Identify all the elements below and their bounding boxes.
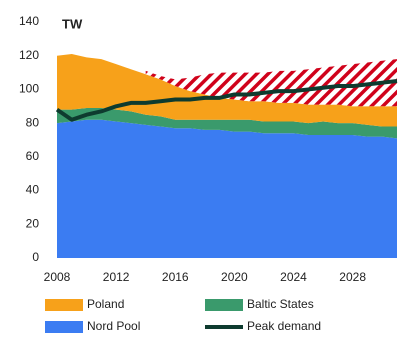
area: [57, 119, 397, 259]
legend-label: Nord Pool: [87, 319, 140, 333]
legend-swatch: [45, 321, 83, 333]
legend-swatch: [205, 299, 243, 311]
y-tick-label: 60: [26, 149, 40, 163]
y-tick-label: 140: [19, 14, 39, 28]
x-tick-label: 2024: [280, 270, 307, 284]
area: [57, 107, 397, 139]
legend-swatch: [45, 299, 83, 311]
legend-label: Peak demand: [247, 319, 321, 333]
x-tick-label: 2020: [221, 270, 248, 284]
legend-label: Baltic States: [247, 297, 314, 311]
legend-label: Poland: [87, 297, 124, 311]
hatched-area: [145, 59, 397, 107]
x-tick-label: 2012: [103, 270, 130, 284]
x-tick-label: 2008: [44, 270, 71, 284]
x-tick-label: 2016: [162, 270, 189, 284]
y-tick-label: 20: [26, 216, 40, 230]
y-tick-label: 40: [26, 183, 40, 197]
y-tick-label: 120: [19, 48, 39, 62]
y-tick-label: 0: [32, 250, 39, 264]
area: [57, 54, 397, 127]
line: [55, 79, 398, 122]
x-tick-label: 2028: [339, 270, 366, 284]
y-tick-label: 100: [19, 82, 39, 96]
unit-label: TW: [62, 16, 83, 31]
y-tick-label: 80: [26, 115, 40, 129]
